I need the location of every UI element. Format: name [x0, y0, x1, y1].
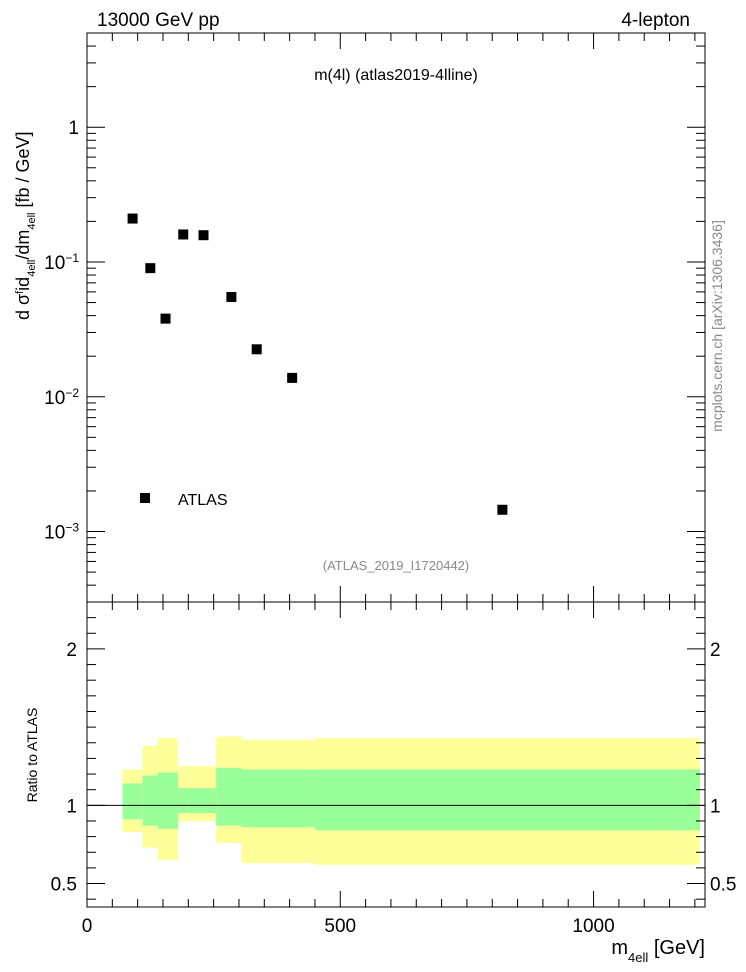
header-right: 4-lepton	[621, 10, 690, 31]
data-point	[178, 229, 189, 240]
legend-marker	[140, 493, 150, 503]
y-tick-label: 10−1	[44, 251, 79, 274]
y-tick-label: 0.5	[51, 875, 77, 896]
main-marks	[127, 213, 508, 515]
data-point	[145, 263, 156, 274]
data-point	[287, 372, 298, 383]
y-tick-label: 2	[66, 640, 77, 661]
data-point	[127, 213, 138, 224]
uncertainty-band-inner	[216, 767, 242, 826]
header-left: 13000 GeV pp	[97, 10, 220, 31]
main-ylabel: d σfid4ell/dm4ell [fb / GeV]	[13, 131, 38, 320]
uncertainty-band-inner	[188, 788, 217, 814]
plot-title: m(4l) (atlas2019-4lline)	[314, 67, 478, 84]
uncertainty-band-inner	[122, 783, 143, 820]
main-frame	[86, 32, 706, 603]
legend: ATLAS	[140, 492, 228, 509]
data-point	[251, 344, 262, 355]
y-tick-label: 1	[68, 118, 79, 139]
data-point	[497, 504, 508, 515]
y-tick-label: 10−2	[44, 386, 79, 409]
side-label: mcplots.cern.ch [arXiv:1306.3436]	[709, 220, 725, 432]
uncertainty-band-inner	[178, 788, 189, 814]
uncertainty-band-inner	[241, 769, 315, 828]
y-tick-label-right: 1	[710, 796, 721, 817]
ratio-frame	[86, 601, 706, 908]
ratio-bands	[122, 736, 700, 865]
y-tick-label: 10−3	[44, 521, 79, 544]
data-point	[160, 313, 171, 324]
uncertainty-band-inner	[157, 772, 179, 829]
ratio-axis-ticks: 0.5 0.5 1 1 2 2 0 500 1000	[51, 602, 736, 937]
ratio-ylabel: Ratio to ATLAS	[24, 708, 40, 803]
data-point	[226, 291, 237, 302]
uncertainty-band-inner	[314, 769, 700, 831]
uncertainty-band-inner	[142, 775, 158, 826]
x-tick-label: 500	[324, 916, 356, 937]
y-tick-label-right: 2	[710, 640, 721, 661]
x-tick-label: 0	[82, 916, 93, 937]
data-point	[198, 230, 209, 241]
main-panel: 1 10−1 10−2 10−3 m(4l) (atlas2019-4lline) (…	[13, 32, 706, 603]
watermark: (ATLAS_2019_I1720442)	[323, 558, 469, 573]
y-tick-label-right: 0.5	[710, 875, 736, 896]
x-tick-label: 1000	[572, 916, 614, 937]
ratio-panel: 0.5 0.5 1 1 2 2 0 500 1000 Ratio to ATLAS m4ell …	[24, 601, 736, 965]
xaxis-label: m4ell [GeV]	[611, 937, 705, 965]
main-axis-ticks: 1 10−1 10−2 10−3	[44, 32, 705, 603]
y-tick-label: 1	[66, 796, 77, 817]
legend-label: ATLAS	[178, 492, 228, 509]
